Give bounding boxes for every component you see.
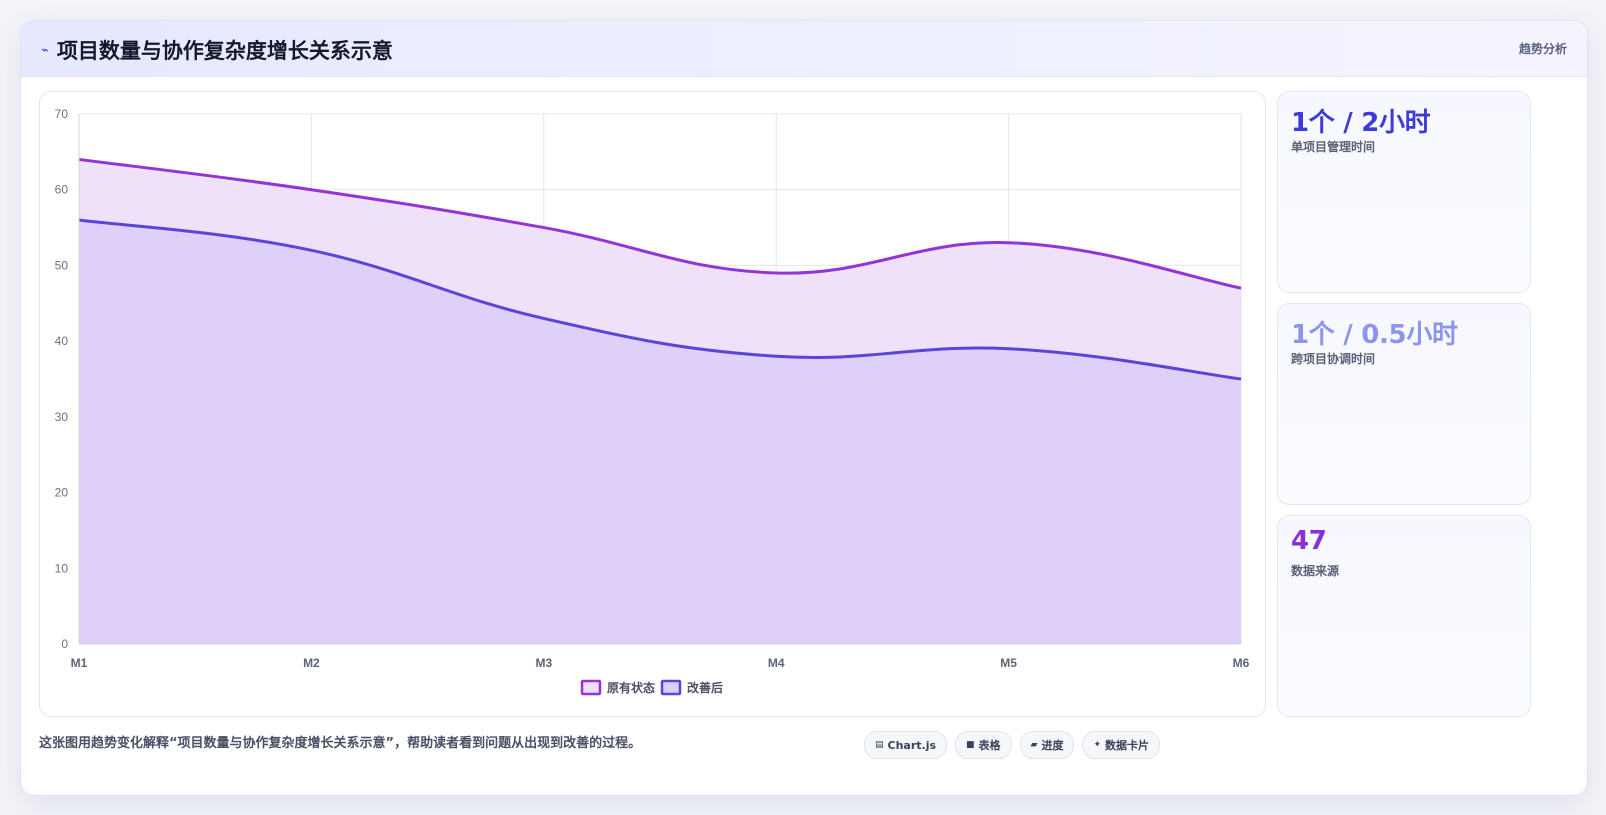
series-line-1	[78, 157, 1242, 290]
x-tick-label: M4	[768, 656, 785, 670]
y-tick-label: 20	[55, 486, 69, 500]
kpi-value: 1个 / 2小时	[1291, 108, 1431, 138]
legend-swatch	[580, 679, 602, 696]
x-tick-label: M6	[1233, 656, 1250, 670]
series-line-2	[78, 218, 1242, 381]
legend-label: 改善后	[687, 680, 723, 695]
y-tick-label: 10	[55, 561, 69, 575]
card-icon: ✦	[1093, 740, 1102, 750]
kpi-label: 跨项目协调时间	[1291, 352, 1376, 366]
table-icon: ■	[966, 740, 975, 750]
legend-swatch	[660, 679, 682, 696]
data-point	[775, 272, 778, 275]
kpi-label: 数据来源	[1291, 564, 1340, 578]
chip-label: 数据卡片	[1105, 739, 1150, 752]
kpi-card-1: 1个 / 2小时 单项目管理时间	[1277, 91, 1531, 293]
data-point	[1240, 378, 1243, 381]
data-point	[775, 355, 778, 358]
data-point	[310, 249, 313, 252]
card-header: ⌁ 项目数量与协作复杂度增长关系示意 趋势分析	[21, 21, 1587, 77]
data-point	[542, 226, 545, 229]
kpi-card-2: 1个 / 0.5小时 跨项目协调时间	[1277, 303, 1531, 505]
data-point	[542, 317, 545, 320]
x-tick-label: M3	[535, 656, 552, 670]
kpi-card-3: 47 数据来源	[1277, 515, 1531, 717]
series-area-2	[79, 220, 1241, 644]
data-point	[1007, 241, 1010, 244]
trend-icon: ⌁	[41, 42, 49, 58]
x-tick-label: M5	[1000, 656, 1017, 670]
chip-group: ▤ Chart.js ■ 表格 ▰ 进度 ✦ 数据卡片	[864, 731, 1161, 759]
y-tick-label: 30	[55, 410, 69, 424]
chip-data-card[interactable]: ✦ 数据卡片	[1082, 731, 1161, 759]
x-tick-label: M1	[71, 656, 88, 670]
data-point	[310, 188, 313, 191]
kpi-value: 47	[1291, 526, 1327, 556]
kpi-value: 1个 / 0.5小时	[1291, 320, 1458, 350]
header-tag[interactable]: 趋势分析	[1518, 42, 1567, 56]
chart-caption: 这张图用趋势变化解释“项目数量与协作复杂度增长关系示意”，帮助读者看到问题从出现…	[39, 736, 642, 751]
chip-table[interactable]: ■ 表格	[955, 731, 1012, 759]
dashboard-card: ⌁ 项目数量与协作复杂度增长关系示意 趋势分析 0 10 20 30 40 50 60 70 M…	[20, 20, 1588, 796]
data-point	[1007, 347, 1010, 350]
chip-progress[interactable]: ▰ 进度	[1019, 731, 1075, 759]
kpi-label: 单项目管理时间	[1291, 140, 1376, 154]
area-chart: 0 10 20 30 40 50 60 70 M1 M2 M3 M4 M5 M6 原有状态 改善后	[55, 107, 1250, 696]
data-point	[1240, 287, 1243, 290]
page-title: 项目数量与协作复杂度增长关系示意	[56, 39, 393, 63]
y-tick-label: 70	[55, 107, 69, 121]
y-tick-label: 0	[61, 637, 68, 651]
chip-label: 表格	[978, 739, 1001, 752]
y-tick-label: 50	[55, 258, 69, 272]
x-tick-label: M2	[303, 656, 320, 670]
chip-label: 进度	[1041, 739, 1064, 752]
chip-chartjs[interactable]: ▤ Chart.js	[864, 731, 948, 759]
title-group: ⌁ 项目数量与协作复杂度增长关系示意	[41, 35, 393, 65]
y-tick-label: 40	[55, 334, 69, 348]
chip-label: Chart.js	[887, 738, 937, 752]
legend-label: 原有状态	[607, 680, 655, 695]
chart-panel: 0 10 20 30 40 50 60 70 M1 M2 M3 M4 M5 M6 原有状态 改善后	[39, 91, 1266, 717]
chart-icon: ▤	[875, 740, 884, 750]
y-tick-label: 60	[55, 183, 69, 197]
progress-icon: ▰	[1030, 740, 1038, 750]
